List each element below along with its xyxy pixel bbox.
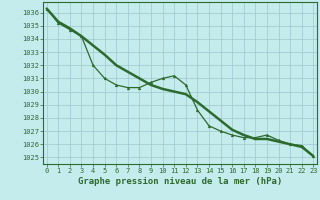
X-axis label: Graphe pression niveau de la mer (hPa): Graphe pression niveau de la mer (hPa): [78, 177, 282, 186]
